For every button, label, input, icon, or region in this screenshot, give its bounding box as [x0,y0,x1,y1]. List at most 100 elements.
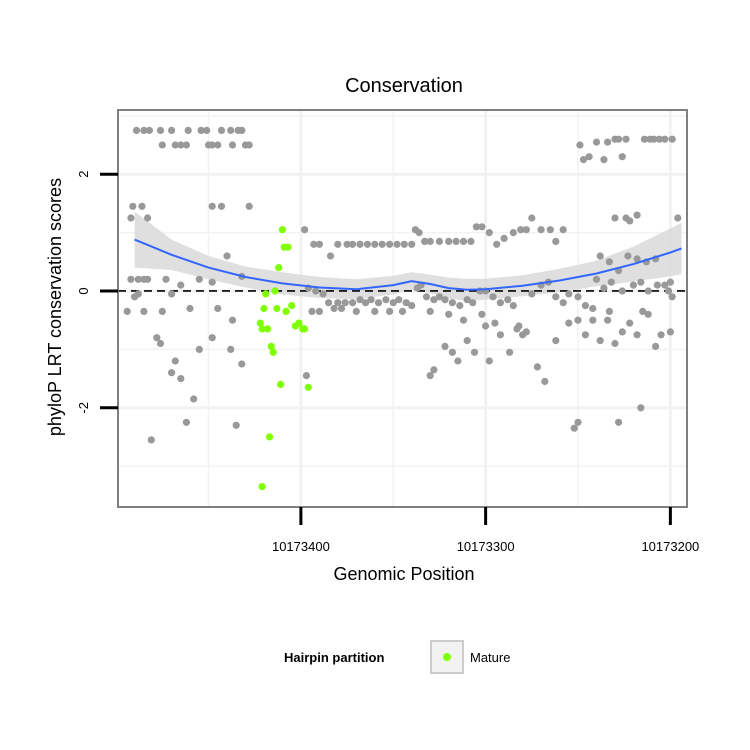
other-point [371,240,379,248]
legend-mature-swatch [443,653,451,661]
other-point [138,202,146,210]
other-point [522,328,530,336]
other-point [644,287,652,295]
other-point [637,278,645,286]
other-point [308,307,316,315]
other-point [470,348,479,356]
loess-smooth-line [134,238,682,291]
other-point [456,302,464,310]
other-point [604,316,612,324]
other-point [177,141,185,149]
other-point [217,126,226,134]
mature-point [288,302,296,310]
other-point [134,275,142,283]
other-point [153,334,161,342]
other-point [574,418,582,426]
other-point [140,307,148,315]
mature-point [264,325,272,333]
other-point [356,240,364,248]
other-point [472,223,480,231]
other-point [633,331,641,339]
other-point [611,339,619,348]
other-point [506,348,514,356]
x-tick-label: 10173400 [272,539,330,554]
other-point [674,214,682,222]
other-point [386,307,394,315]
other-point [496,331,504,339]
other-point [513,325,521,333]
other-point [158,141,166,149]
other-point [640,135,649,143]
other-point [315,240,323,248]
mature-point [260,304,268,313]
other-point [184,126,192,134]
mature-point [267,342,275,350]
other-point [485,357,493,365]
other-point [312,287,320,295]
other-point [459,316,468,324]
other-point [661,281,669,289]
other-point [426,237,434,245]
other-point [509,229,517,237]
chart-title: Conservation [345,75,463,97]
data-points-layer [123,126,682,491]
other-point [363,240,371,248]
other-point [195,275,203,283]
other-point [140,126,148,134]
other-point [382,296,390,304]
x-axis: 10173400 10173300 10173200 [272,507,699,554]
other-point [459,237,468,245]
other-point [415,229,423,237]
other-point [509,302,517,310]
other-point [600,284,608,292]
other-point [467,237,475,245]
other-point [182,141,190,149]
mature-point [265,433,274,441]
other-point [653,281,662,289]
other-point [214,304,222,313]
other-point [605,258,614,266]
other-point [664,287,673,295]
other-point [559,226,567,234]
other-point [426,372,434,380]
other-point [655,135,663,143]
other-point [127,275,135,283]
other-point [581,331,590,339]
other-point [657,331,665,339]
other-point [445,310,453,318]
other-point [371,307,379,315]
plot-panel [117,109,688,508]
other-point [491,319,499,327]
other-point [208,334,216,342]
other-point [552,237,560,245]
other-point [626,319,634,327]
other-point [144,214,152,222]
other-point [469,299,477,307]
other-point [528,214,536,222]
other-point [245,141,253,149]
other-point [576,141,584,149]
other-point [158,307,166,315]
other-point [208,202,216,210]
other-point [666,278,675,286]
mature-point [273,304,281,313]
other-point [168,290,176,298]
other-point [156,126,165,134]
y-axis: -2 0 2 [76,171,118,414]
other-point [186,304,194,313]
legend: Hairpin partition Mature [284,640,510,674]
other-point [195,345,203,353]
mature-point [275,264,283,272]
other-point [203,126,211,134]
x-tick-label: 10173300 [457,539,515,554]
other-point [341,299,349,307]
other-point [123,307,131,315]
other-point [454,357,462,365]
mature-point [258,325,266,333]
other-point [156,339,165,348]
other-point [441,296,449,304]
other-point [238,360,246,368]
other-point [352,307,360,315]
other-point [611,214,619,222]
other-point [650,135,658,143]
